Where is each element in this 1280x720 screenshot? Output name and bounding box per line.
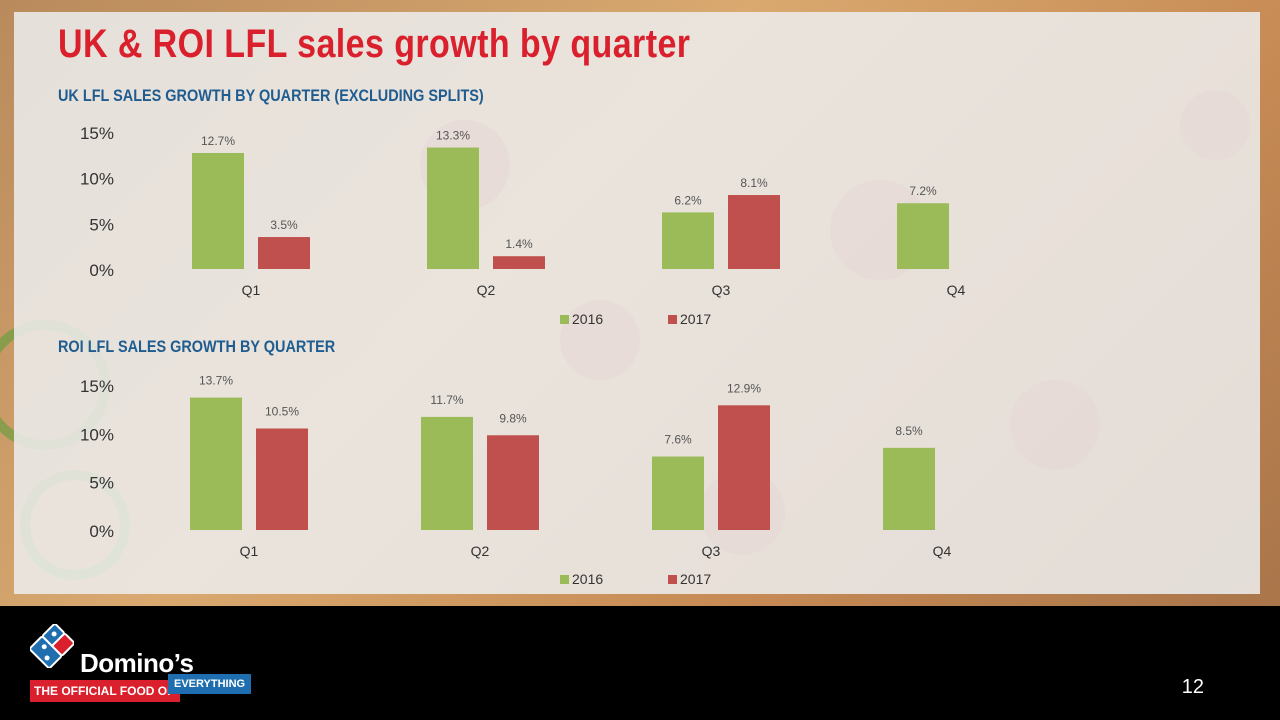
- uk-category-label: Q3: [712, 282, 731, 298]
- uk-data-label: 1.4%: [505, 237, 533, 251]
- uk-category-label: Q4: [947, 282, 966, 298]
- uk-data-label: 7.2%: [909, 184, 937, 198]
- uk-legend-swatch-2017: [668, 315, 677, 324]
- roi-ytick-label: 10%: [80, 425, 114, 444]
- uk-data-label: 8.1%: [740, 176, 768, 190]
- roi-sales-growth-chart: 0% 5% 10% 15% 13.7% 10.5% Q1 11.7% 9.8% Q2 7.6% 12.…: [80, 374, 952, 587]
- uk-legend-label: 2016: [572, 311, 603, 327]
- roi-category-label: Q1: [240, 543, 259, 559]
- uk-chart-title: UK LFL SALES GROWTH BY QUARTER (EXCLUDIN…: [58, 86, 484, 105]
- roi-legend-label: 2017: [680, 571, 711, 587]
- roi-bar-2017-q1: [256, 428, 308, 530]
- uk-legend-swatch-2016: [560, 315, 569, 324]
- roi-category-label: Q3: [702, 543, 721, 559]
- roi-bar-2016-q3: [652, 456, 704, 530]
- footer-bar: Domino’s THE OFFICIAL FOOD OF EVERYTHING…: [0, 606, 1280, 720]
- dominos-logo-icon: [30, 624, 74, 668]
- uk-bar-2016-q3: [662, 212, 714, 269]
- roi-data-label: 8.5%: [895, 424, 923, 438]
- roi-data-label: 10.5%: [265, 405, 299, 419]
- uk-category-label: Q2: [477, 282, 496, 298]
- roi-bar-2017-q3: [718, 405, 770, 530]
- roi-data-label: 12.9%: [727, 381, 761, 395]
- roi-category-label: Q2: [471, 543, 490, 559]
- uk-sales-growth-chart: 0% 5% 10% 15% 12.7% 3.5% Q1 13.3% 1.4% Q2 6.2% 8.1%…: [80, 124, 966, 327]
- roi-data-label: 9.8%: [499, 411, 527, 425]
- tagline-right: EVERYTHING: [168, 674, 252, 694]
- roi-ytick-label: 15%: [80, 377, 114, 396]
- page-number: 12: [1181, 676, 1204, 698]
- roi-category-label: Q4: [933, 543, 952, 559]
- uk-bar-2017-q1: [258, 237, 310, 269]
- uk-bar-2017-q3: [728, 195, 780, 269]
- roi-ytick-label: 0%: [89, 522, 114, 541]
- uk-ytick-label: 0%: [89, 261, 114, 280]
- uk-bar-2017-q2: [493, 256, 545, 269]
- roi-ytick-label: 5%: [89, 474, 114, 493]
- roi-legend-swatch-2016: [560, 575, 569, 584]
- tagline-left: THE OFFICIAL FOOD OF: [30, 680, 181, 702]
- uk-legend-label: 2017: [680, 311, 711, 327]
- roi-bar-2016-q1: [190, 397, 242, 530]
- roi-bar-2017-q2: [487, 435, 539, 530]
- uk-data-label: 6.2%: [674, 193, 702, 207]
- uk-bar-2016-q4: [897, 203, 949, 269]
- uk-bar-2016-q1: [192, 153, 244, 269]
- uk-ytick-label: 15%: [80, 124, 114, 143]
- roi-legend-label: 2016: [572, 571, 603, 587]
- uk-data-label: 13.3%: [436, 129, 470, 143]
- uk-category-label: Q1: [242, 282, 261, 298]
- uk-bar-2016-q2: [427, 147, 479, 269]
- roi-legend-swatch-2017: [668, 575, 677, 584]
- slide-title: UK & ROI LFL sales growth by quarter: [58, 22, 691, 66]
- roi-chart-title: ROI LFL SALES GROWTH BY QUARTER: [58, 337, 336, 356]
- brand-name: Domino’s: [80, 648, 194, 678]
- roi-data-label: 13.7%: [199, 374, 233, 388]
- roi-bar-2016-q4: [883, 447, 935, 530]
- roi-data-label: 11.7%: [430, 393, 463, 407]
- uk-data-label: 12.7%: [201, 134, 235, 148]
- uk-ytick-label: 10%: [80, 170, 114, 189]
- roi-bar-2016-q2: [421, 416, 473, 530]
- uk-ytick-label: 5%: [89, 215, 114, 234]
- uk-data-label: 3.5%: [270, 218, 298, 232]
- roi-data-label: 7.6%: [664, 433, 692, 447]
